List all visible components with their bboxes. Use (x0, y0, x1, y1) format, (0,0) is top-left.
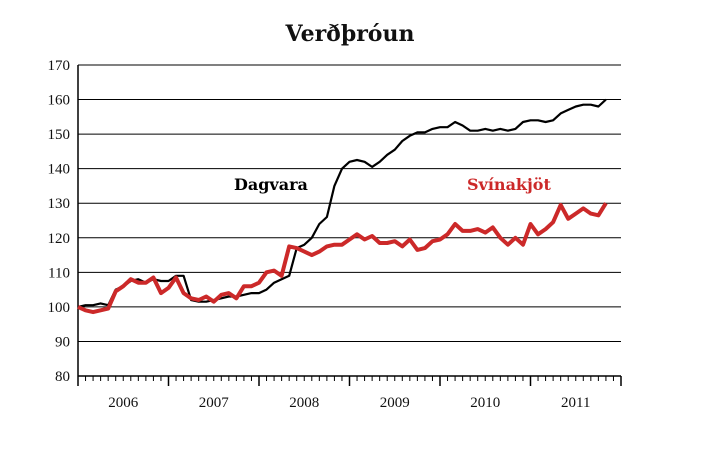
y-tick-label-150: 150 (48, 127, 71, 143)
x-tick-label-2008: 2008 (289, 395, 319, 411)
chart-title: Verðþróun (285, 21, 415, 47)
y-tick-label-160: 160 (48, 93, 71, 109)
y-axis-ticks: 80 90 100 110 120 130 140 150 160 170 (48, 58, 71, 385)
series-line-svinakjot (77, 202, 608, 315)
x-tick-label-2010: 2010 (470, 395, 500, 411)
y-tick-label-90: 90 (55, 334, 70, 350)
y-tick-label-170: 170 (48, 58, 71, 74)
y-tick-label-110: 110 (48, 265, 70, 281)
y-tick-label-80: 80 (55, 369, 70, 385)
series-lines (77, 98, 608, 315)
x-tick-label-2009: 2009 (380, 395, 410, 411)
y-tick-label-140: 140 (48, 162, 71, 178)
y-tick-label-130: 130 (48, 196, 71, 212)
series-label-svinakjot: Svínakjöt (467, 175, 551, 194)
x-tick-label-2006: 2006 (108, 395, 139, 411)
y-tick-label-120: 120 (48, 231, 71, 247)
x-axis: 2006 2007 2008 2009 2010 2011 (77, 65, 622, 411)
x-tick-label-2011: 2011 (561, 395, 590, 411)
series-label-dagvara: Dagvara (234, 175, 308, 194)
grid-lines (78, 64, 621, 377)
series-line-dagvara (77, 98, 607, 308)
y-tick-label-100: 100 (48, 300, 71, 316)
x-tick-label-2007: 2007 (199, 395, 230, 411)
